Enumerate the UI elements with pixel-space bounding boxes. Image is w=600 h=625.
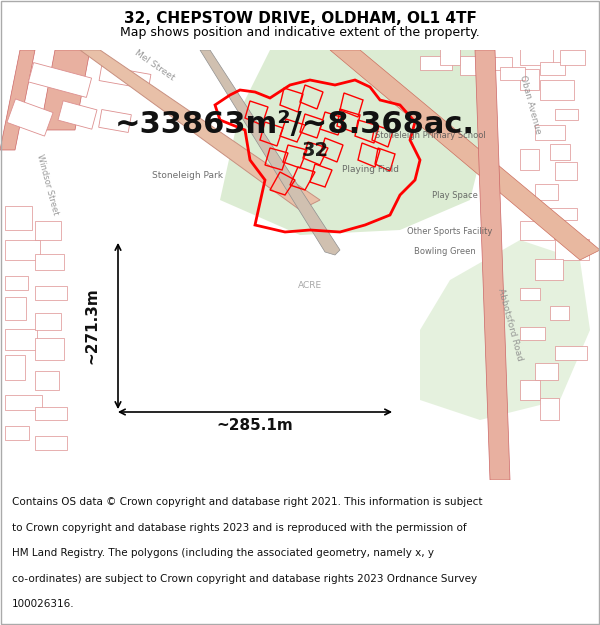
Polygon shape <box>440 45 460 65</box>
Polygon shape <box>555 346 587 360</box>
Polygon shape <box>550 208 577 220</box>
Text: HM Land Registry. The polygons (including the associated geometry, namely x, y: HM Land Registry. The polygons (includin… <box>12 548 434 558</box>
Text: Playing Field: Playing Field <box>341 166 398 174</box>
Text: Oban Avenue: Oban Avenue <box>518 74 542 136</box>
Polygon shape <box>535 364 558 380</box>
Polygon shape <box>535 259 563 280</box>
Polygon shape <box>0 50 35 150</box>
Text: Stoneleigh Park: Stoneleigh Park <box>152 171 223 179</box>
Text: Play Space: Play Space <box>432 191 478 199</box>
Polygon shape <box>520 47 553 65</box>
Polygon shape <box>80 50 320 210</box>
Polygon shape <box>535 125 565 140</box>
Polygon shape <box>520 288 539 300</box>
Polygon shape <box>220 50 490 235</box>
Polygon shape <box>560 50 584 65</box>
Polygon shape <box>200 50 340 255</box>
Polygon shape <box>550 144 570 160</box>
Text: co-ordinates) are subject to Crown copyright and database rights 2023 Ordnance S: co-ordinates) are subject to Crown copyr… <box>12 574 477 584</box>
Polygon shape <box>420 240 590 420</box>
Polygon shape <box>5 356 25 380</box>
Polygon shape <box>35 221 61 240</box>
Text: ~271.3m: ~271.3m <box>85 288 100 364</box>
Polygon shape <box>520 327 545 340</box>
Text: Mel Street: Mel Street <box>133 48 176 82</box>
Polygon shape <box>475 50 510 480</box>
Polygon shape <box>99 66 151 89</box>
Text: ~285.1m: ~285.1m <box>217 418 293 432</box>
Polygon shape <box>520 69 539 90</box>
Polygon shape <box>28 62 92 98</box>
Polygon shape <box>5 206 32 230</box>
Polygon shape <box>480 58 512 70</box>
Polygon shape <box>5 395 41 410</box>
Polygon shape <box>7 99 53 136</box>
Polygon shape <box>35 408 67 420</box>
Polygon shape <box>520 381 541 400</box>
Polygon shape <box>5 240 40 260</box>
Text: Map shows position and indicative extent of the property.: Map shows position and indicative extent… <box>120 26 480 39</box>
Polygon shape <box>35 286 67 300</box>
Polygon shape <box>98 109 131 132</box>
Polygon shape <box>520 221 554 240</box>
Text: ACRE: ACRE <box>298 281 322 289</box>
Text: 32, CHEPSTOW DRIVE, OLDHAM, OL1 4TF: 32, CHEPSTOW DRIVE, OLDHAM, OL1 4TF <box>124 11 476 26</box>
Text: Abbotsford Road: Abbotsford Road <box>496 288 524 362</box>
Polygon shape <box>5 329 37 350</box>
Polygon shape <box>520 149 539 170</box>
Polygon shape <box>535 184 558 200</box>
Text: Other Sports Facility: Other Sports Facility <box>407 228 493 236</box>
Polygon shape <box>460 56 491 75</box>
Polygon shape <box>35 313 61 330</box>
Polygon shape <box>500 67 526 80</box>
Polygon shape <box>58 101 97 129</box>
Polygon shape <box>555 109 578 120</box>
Polygon shape <box>35 371 59 390</box>
Polygon shape <box>5 297 26 320</box>
Polygon shape <box>540 80 574 100</box>
Polygon shape <box>35 254 64 270</box>
Text: Contains OS data © Crown copyright and database right 2021. This information is : Contains OS data © Crown copyright and d… <box>12 498 482 508</box>
Polygon shape <box>35 436 67 450</box>
Text: ~33863m²/~8.368ac.: ~33863m²/~8.368ac. <box>115 111 475 139</box>
Polygon shape <box>555 239 589 260</box>
Text: Windsor Street: Windsor Street <box>35 154 61 216</box>
Text: to Crown copyright and database rights 2023 and is reproduced with the permissio: to Crown copyright and database rights 2… <box>12 522 467 532</box>
Polygon shape <box>420 56 452 70</box>
Polygon shape <box>5 426 29 440</box>
Text: Bowling Green: Bowling Green <box>414 248 476 256</box>
Polygon shape <box>540 398 559 420</box>
Polygon shape <box>540 62 565 75</box>
Text: 100026316.: 100026316. <box>12 599 74 609</box>
Polygon shape <box>330 50 600 260</box>
Polygon shape <box>40 50 90 130</box>
Polygon shape <box>555 162 577 180</box>
Text: 32: 32 <box>301 141 329 159</box>
Text: Stoneleigh Primary School: Stoneleigh Primary School <box>374 131 485 139</box>
Polygon shape <box>550 306 569 320</box>
Polygon shape <box>35 338 64 360</box>
Polygon shape <box>5 276 28 290</box>
